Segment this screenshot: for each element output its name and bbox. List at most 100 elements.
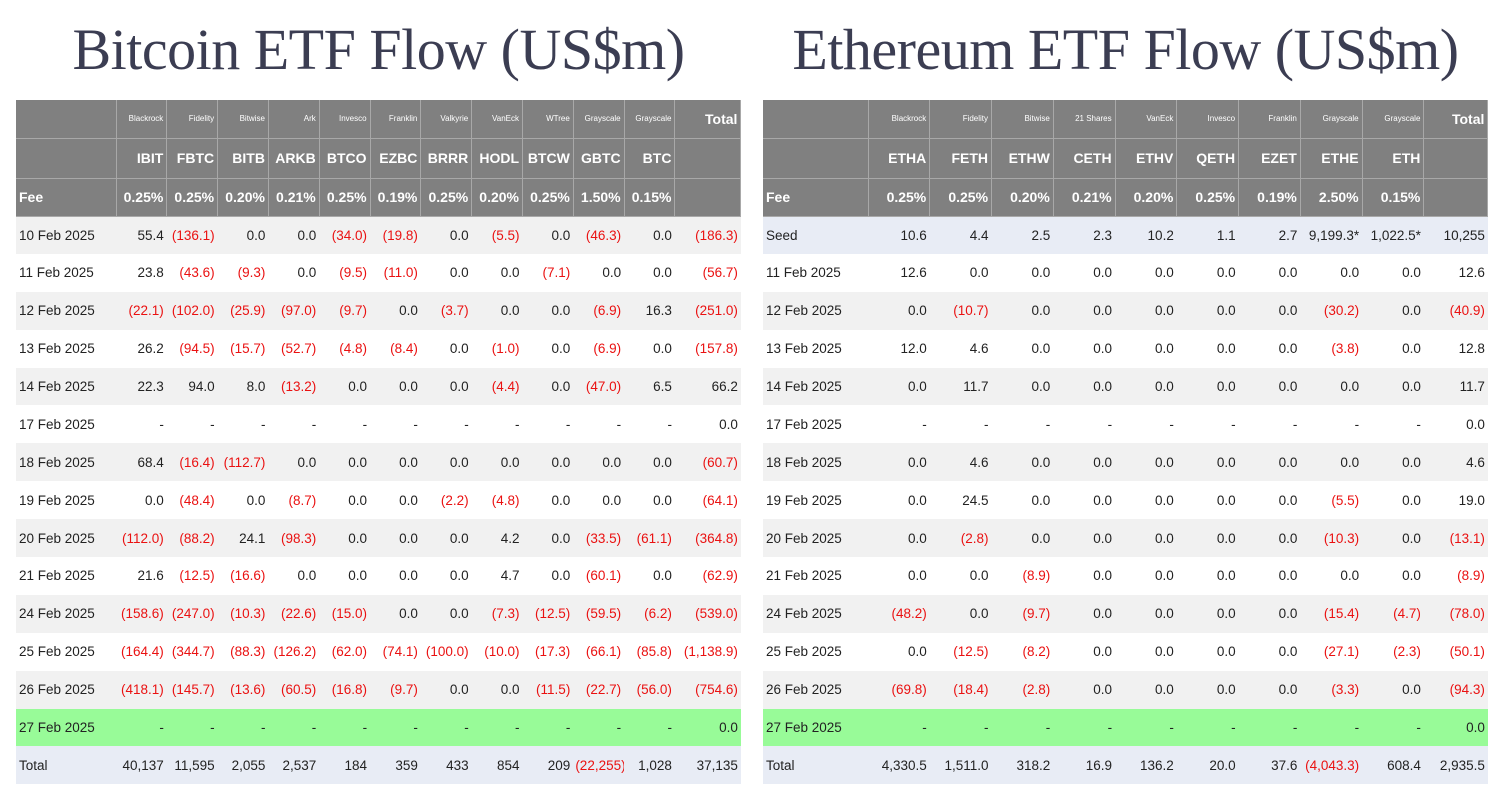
flow-value: 0.0	[522, 443, 574, 482]
flow-value: (10.3)	[1300, 519, 1363, 558]
fee-value: 0.25%	[166, 178, 219, 217]
flow-value: (9.5)	[319, 253, 371, 292]
flow-value: 2.3	[1053, 216, 1116, 254]
flow-value: (43.6)	[166, 253, 218, 292]
flow-value: -	[573, 708, 625, 747]
totals-row: Total 40,137 11,595 2,055 2,537 184 359 433 854 2…	[16, 746, 741, 785]
total-value: 2,055	[217, 746, 269, 785]
flow-value: 0.0	[1362, 557, 1424, 595]
row-date: 12 Feb 2025	[16, 291, 116, 330]
ticker-symbol: ETHE	[1300, 138, 1363, 179]
flow-value: 24.5	[929, 481, 992, 520]
flow-value: (59.5)	[573, 594, 625, 633]
flow-value: (52.7)	[268, 329, 320, 368]
ticker-symbol: FBTC	[166, 138, 219, 179]
flow-value: (164.4)	[116, 632, 167, 671]
flow-value: (22.1)	[116, 291, 167, 330]
total-value: 37.6	[1238, 746, 1301, 785]
flow-value: -	[1362, 405, 1424, 444]
flow-value: (136.1)	[166, 216, 218, 254]
ticker-row: ETHA FETH ETHW CETH ETHV QETH EZET ETHE ETH	[763, 138, 1489, 179]
flow-value: (4.4)	[471, 367, 523, 406]
ticker-symbol: BITB	[217, 138, 269, 179]
flow-value: (60.1)	[573, 557, 625, 595]
flow-value: (2.8)	[991, 670, 1054, 709]
row-date: 25 Feb 2025	[763, 632, 868, 671]
flow-value: (102.0)	[166, 291, 218, 330]
flow-value: 0.0	[420, 216, 472, 254]
flow-value: -	[166, 708, 218, 747]
flow-value: 0.0	[1115, 519, 1177, 558]
ticker-symbol: ETHA	[868, 138, 931, 179]
flow-row: 18 Feb 2025 0.0 4.6 0.0 0.0 0.0 0.0 0.0 0.0 0.0 4.…	[763, 443, 1488, 482]
row-total: (8.9)	[1423, 557, 1488, 595]
flow-value: 0.0	[1115, 481, 1177, 520]
flow-value: (97.0)	[268, 291, 320, 330]
flow-value: -	[420, 405, 472, 444]
flow-value: 0.0	[1300, 253, 1363, 292]
flow-value: -	[1300, 708, 1363, 747]
flow-row: 27 Feb 2025- - - - - - - - - - -0.0	[16, 708, 741, 747]
flow-value: -	[370, 405, 421, 444]
flow-value: 0.0	[522, 291, 574, 330]
flow-value: (112.7)	[217, 443, 269, 482]
flow-value: (2.3)	[1362, 632, 1424, 671]
fee-label: Fee	[763, 178, 869, 217]
flow-value: 0.0	[420, 443, 472, 482]
flow-value: -	[522, 405, 574, 444]
flow-value: 94.0	[166, 367, 218, 406]
flow-row: 11 Feb 2025 12.6 0.0 0.0 0.0 0.0 0.0 0.0 0.0 0.0 1…	[763, 253, 1488, 292]
flow-value: 0.0	[1238, 253, 1301, 292]
flow-value: 0.0	[522, 557, 574, 595]
flow-value: (8.9)	[991, 557, 1054, 595]
flow-value: (112.0)	[116, 519, 167, 558]
row-total: (1,138.9)	[674, 632, 741, 671]
corner-cell	[674, 178, 742, 217]
flow-row: 18 Feb 2025 68.4 (16.4) (112.7) 0.0 0.0 0.0 0.0…	[16, 443, 741, 482]
flow-value: 68.4	[116, 443, 167, 482]
issuer-name: Grayscale	[1300, 100, 1363, 139]
row-total: (94.3)	[1423, 670, 1488, 709]
flow-value: 0.0	[1300, 367, 1363, 406]
flow-value: (6.9)	[573, 329, 625, 368]
total-value: 136.2	[1115, 746, 1177, 785]
flow-value: -	[268, 405, 320, 444]
flow-value: 0.0	[1176, 291, 1239, 330]
issuer-name: Franklin	[1238, 100, 1301, 139]
flow-value: 0.0	[1176, 594, 1239, 633]
flow-value: (5.5)	[1300, 481, 1363, 520]
flow-value: (9.7)	[319, 291, 371, 330]
flow-value: 0.0	[573, 481, 625, 520]
flow-row: 26 Feb 2025 (69.8) (18.4) (2.8) 0.0 0.0 0.0 0.0…	[763, 670, 1488, 709]
flow-row: 26 Feb 2025 (418.1) (145.7) (13.6) (60.5) (16…	[16, 670, 741, 709]
flow-value: 0.0	[268, 253, 320, 292]
flow-value: (145.7)	[166, 670, 218, 709]
flow-value: 0.0	[370, 519, 421, 558]
flow-value: 0.0	[268, 557, 320, 595]
flow-row: 13 Feb 2025 26.2 (94.5) (15.7) (52.7) (4.8) (8…	[16, 329, 741, 368]
corner-cell	[674, 138, 742, 179]
flow-value: 0.0	[420, 367, 472, 406]
flow-value: 0.0	[319, 557, 371, 595]
fee-row: Fee 0.25% 0.25% 0.20% 0.21% 0.20% 0.25% 0.19% 2.…	[763, 178, 1489, 217]
flow-value: (48.4)	[166, 481, 218, 520]
row-total: 10,255	[1423, 216, 1488, 254]
row-total: (13.1)	[1423, 519, 1488, 558]
total-header: Total	[1423, 100, 1489, 139]
flow-value: -	[370, 708, 421, 747]
flow-value: (74.1)	[370, 632, 421, 671]
flow-value: 0.0	[1238, 443, 1301, 482]
flow-value: -	[1053, 405, 1116, 444]
flow-value: 0.0	[1238, 594, 1301, 633]
fee-value: 0.25%	[420, 178, 473, 217]
flow-value: (60.5)	[268, 670, 320, 709]
row-total: (62.9)	[674, 557, 741, 595]
flow-value: 0.0	[1176, 329, 1239, 368]
total-value: (22,255)	[573, 746, 625, 785]
flow-value: (17.3)	[522, 632, 574, 671]
flow-value: 0.0	[1176, 670, 1239, 709]
flow-value: 0.0	[1238, 291, 1301, 330]
issuer-name: Bitwise	[217, 100, 269, 139]
flow-value: 0.0	[991, 291, 1054, 330]
fee-value: 0.20%	[217, 178, 269, 217]
